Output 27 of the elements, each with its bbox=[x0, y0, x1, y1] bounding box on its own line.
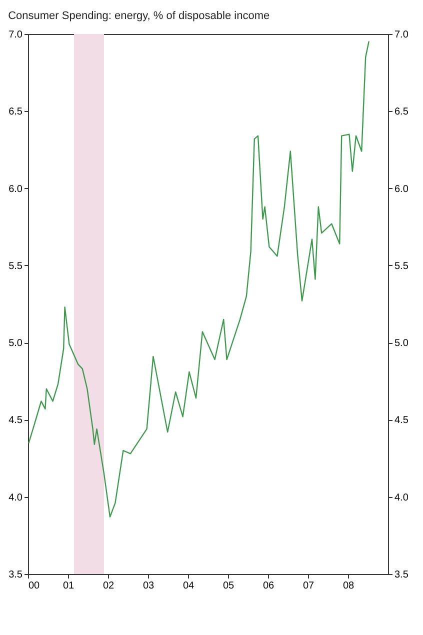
line-series bbox=[28, 41, 370, 518]
y2-tick-label: 6.0 bbox=[394, 184, 409, 195]
y2-tick-label: 5.5 bbox=[394, 260, 409, 272]
y-tick-label: 4.5 bbox=[8, 415, 23, 426]
y-tick-label: 6.0 bbox=[8, 184, 23, 195]
y2-tick-label: 3.5 bbox=[394, 570, 409, 580]
y2-tick-label: 7.0 bbox=[394, 30, 409, 40]
x-tick-label: 05 bbox=[222, 580, 234, 592]
y-tick-label: 3.5 bbox=[8, 570, 23, 580]
y-tick-label: 5.0 bbox=[8, 338, 23, 350]
y2-tick-label: 4.5 bbox=[394, 415, 409, 426]
x-tick-label: 01 bbox=[62, 580, 74, 592]
y2-tick-label: 5.0 bbox=[394, 338, 409, 350]
y-tick-label: 5.5 bbox=[8, 260, 23, 272]
y-tick-label: 6.5 bbox=[8, 106, 23, 118]
y-tick-label: 4.0 bbox=[8, 492, 23, 504]
y-tick-label: 7.0 bbox=[8, 30, 23, 40]
y2-tick-label: 4.0 bbox=[394, 492, 409, 504]
x-tick-label: 02 bbox=[102, 580, 114, 592]
y2-tick-label: 6.5 bbox=[394, 106, 409, 118]
x-tick-label: 00 bbox=[28, 580, 40, 592]
x-tick-label: 06 bbox=[262, 580, 274, 592]
x-tick-label: 04 bbox=[182, 580, 194, 592]
x-tick-label: 07 bbox=[302, 580, 314, 592]
x-tick-label: 08 bbox=[342, 580, 354, 592]
x-tick-label: 03 bbox=[142, 580, 154, 592]
chart-title: Consumer Spending: energy, % of disposable income bbox=[8, 10, 270, 22]
